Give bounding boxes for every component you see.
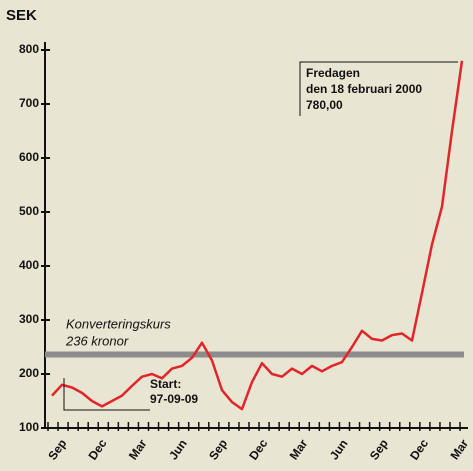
- end-label: Fredagen: [306, 66, 360, 80]
- y-tick-label: 400: [19, 258, 39, 272]
- y-axis-label: SEK: [6, 7, 37, 24]
- start-bracket: [63, 378, 150, 411]
- y-tick-label: 700: [19, 96, 39, 110]
- reference-label: Konverteringskurs: [66, 316, 171, 331]
- y-tick-label: 100: [19, 420, 39, 434]
- end-label: den 18 februari 2000: [306, 82, 422, 96]
- y-tick-label: 500: [19, 204, 39, 218]
- y-tick-label: 800: [19, 42, 39, 56]
- end-label: 780,00: [306, 98, 343, 112]
- y-tick-label: 200: [19, 366, 39, 380]
- start-label: 97-09-09: [150, 392, 198, 406]
- y-tick-label: 300: [19, 312, 39, 326]
- end-bracket: [299, 61, 458, 116]
- reference-label: 236 kronor: [65, 333, 129, 348]
- start-label: Start:: [150, 377, 181, 391]
- y-tick-label: 600: [19, 150, 39, 164]
- price-line: [51, 60, 464, 411]
